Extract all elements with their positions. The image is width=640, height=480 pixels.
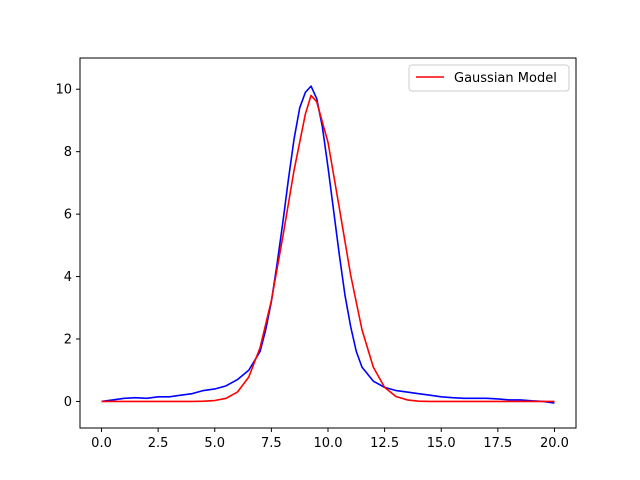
x-tick-label: 5.0 bbox=[204, 436, 225, 451]
x-tick-label: 2.5 bbox=[148, 436, 169, 451]
y-tick-label: 0 bbox=[64, 395, 72, 410]
x-tick-label: 17.5 bbox=[483, 436, 512, 451]
y-tick-label: 10 bbox=[55, 83, 72, 98]
x-tick-label: 7.5 bbox=[261, 436, 282, 451]
x-axis-ticks: 0.0 2.5 5.0 7.5 10.0 12.5 15.0 17.5 20.0 bbox=[91, 428, 569, 451]
y-axis-ticks: 0 2 4 6 8 10 bbox=[55, 83, 80, 410]
series-line-2 bbox=[101, 94, 555, 403]
legend-box bbox=[408, 64, 570, 92]
x-tick-label: 10.0 bbox=[314, 436, 343, 451]
y-tick-label: 8 bbox=[64, 145, 72, 160]
plot-area bbox=[80, 58, 576, 428]
y-tick-label: 2 bbox=[64, 333, 72, 348]
y-tick-label: 6 bbox=[64, 208, 72, 223]
x-tick-label: 20.0 bbox=[540, 436, 569, 451]
y-tick-label: 4 bbox=[64, 270, 72, 285]
series-layer bbox=[101, 85, 555, 404]
x-tick-label: 12.5 bbox=[370, 436, 399, 451]
x-tick-label: 0.0 bbox=[91, 436, 112, 451]
legend: Gaussian Model bbox=[408, 64, 570, 92]
legend-label-gaussian-model: Gaussian Model bbox=[454, 71, 557, 86]
x-tick-label: 15.0 bbox=[427, 436, 456, 451]
